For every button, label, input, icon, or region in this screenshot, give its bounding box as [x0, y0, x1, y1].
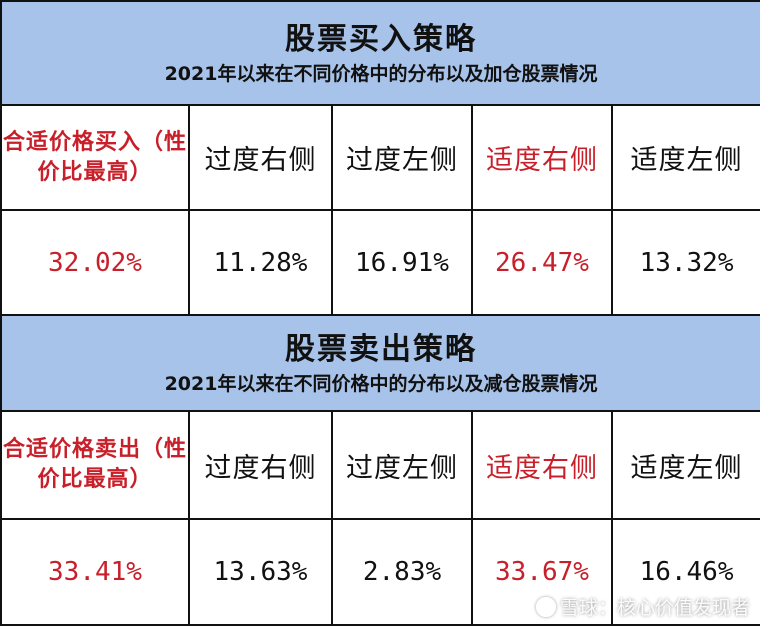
sell-header-moderate-right: 适度右侧 [471, 410, 613, 520]
snowball-logo-icon [535, 596, 556, 617]
watermark-text: 雪球：核心价值发现者 [559, 597, 750, 619]
buy-header-moderate-left: 适度左侧 [610, 104, 760, 211]
buy-value-over-right: 11.28% [188, 209, 333, 316]
buy-strategy-title: 股票买入策略 [285, 22, 478, 57]
buy-header-moderate-right: 适度右侧 [471, 104, 613, 211]
sell-strategy-header: 股票卖出策略 2021年以来在不同价格中的分布以及减仓股票情况 [0, 314, 760, 412]
sell-value-moderate-left: 16.46% [610, 518, 760, 626]
buy-strategy-header: 股票买入策略 2021年以来在不同价格中的分布以及加仓股票情况 [0, 0, 760, 106]
buy-header-fair-price: 合适价格买入（性价比最高） [0, 104, 190, 211]
sell-header-fair-price: 合适价格卖出（性价比最高） [0, 410, 190, 520]
sell-header-over-right: 过度右侧 [188, 410, 333, 520]
buy-value-moderate-left: 13.32% [610, 209, 760, 316]
sell-value-over-right: 13.63% [188, 518, 333, 626]
buy-strategy-subtitle: 2021年以来在不同价格中的分布以及加仓股票情况 [164, 63, 598, 85]
buy-header-over-right: 过度右侧 [188, 104, 333, 211]
sell-header-moderate-left: 适度左侧 [610, 410, 760, 520]
buy-value-fair-price: 32.02% [0, 209, 190, 316]
sell-strategy-subtitle: 2021年以来在不同价格中的分布以及减仓股票情况 [164, 373, 598, 395]
sell-header-over-left: 过度左侧 [331, 410, 473, 520]
buy-value-over-left: 16.91% [331, 209, 473, 316]
sell-value-over-left: 2.83% [331, 518, 473, 626]
sell-strategy-title: 股票卖出策略 [285, 332, 478, 367]
watermark: 雪球：核心价值发现者 [535, 593, 750, 620]
buy-header-over-left: 过度左侧 [331, 104, 473, 211]
buy-value-moderate-right: 26.47% [471, 209, 613, 316]
sell-value-fair-price: 33.41% [0, 518, 190, 626]
